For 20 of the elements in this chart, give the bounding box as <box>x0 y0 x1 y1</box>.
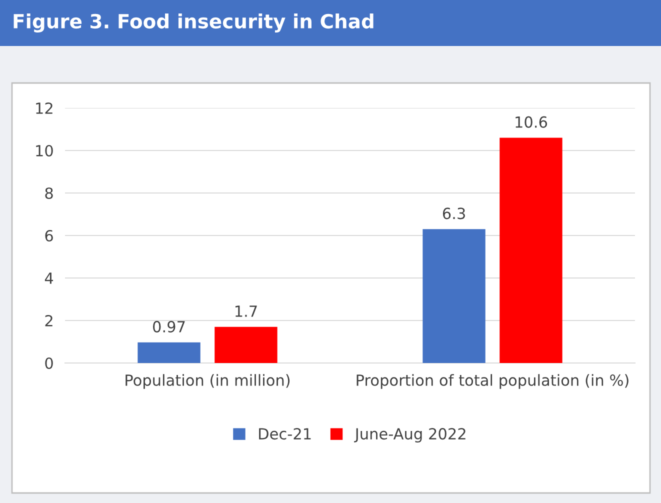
y-tick-label: 0 <box>45 357 53 370</box>
bar <box>500 138 562 363</box>
bar <box>138 342 200 363</box>
legend-label: Dec-21 <box>259 428 311 440</box>
y-tick-label: 4 <box>44 272 54 284</box>
x-tick-label: Population (in million) <box>126 374 290 389</box>
legend-label: June-Aug 2022 <box>354 428 466 443</box>
y-tick-label: 2 <box>45 314 52 326</box>
bar <box>214 326 278 363</box>
y-tick-label: 6 <box>45 230 53 242</box>
data-label: 10.6 <box>516 116 548 128</box>
bar <box>422 229 486 363</box>
data-label: 6.3 <box>442 208 465 220</box>
data-label: 1.7 <box>236 306 257 317</box>
data-label: 0.97 <box>153 320 185 332</box>
y-tick-label: 10 <box>36 144 53 157</box>
y-tick-label: 8 <box>45 187 53 200</box>
chart-title: Figure 3. Food insecurity in Chad <box>14 14 374 32</box>
x-tick-label: Proportion of total population (in %) <box>356 374 628 389</box>
y-tick-label: 12 <box>36 102 52 114</box>
